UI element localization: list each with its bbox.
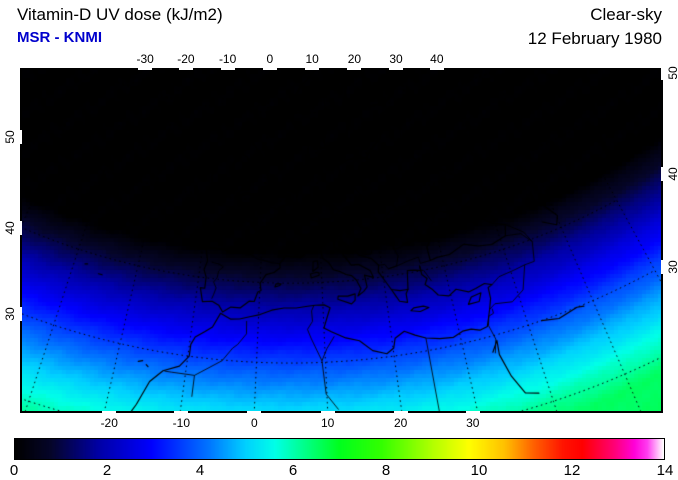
axis-label-left: 40: [3, 221, 17, 235]
axis-label-right: 50: [666, 66, 678, 80]
axis-tick-right: [661, 259, 663, 274]
axis-label-bottom: -20: [100, 416, 118, 430]
axis-tick-right: [661, 166, 663, 181]
colorbar: [14, 438, 665, 460]
uv-dose-heatmap: [22, 70, 661, 411]
axis-tick-top: [347, 68, 362, 70]
colorbar-tick-label: 12: [563, 462, 581, 479]
axis-tick-top: [305, 68, 320, 70]
axis-label-top: -20: [177, 52, 195, 66]
axis-label-top: 40: [430, 52, 444, 66]
axis-label-bottom: 0: [251, 416, 258, 430]
date-label: 12 February 1980: [527, 29, 662, 48]
colorbar-tick-label: 2: [102, 462, 112, 479]
axis-label-top: -30: [136, 52, 154, 66]
axis-tick-left: [20, 130, 22, 145]
axis-label-left: 30: [3, 307, 17, 321]
axis-label-bottom: 20: [393, 416, 408, 430]
colorbar-tick-label: 8: [381, 462, 391, 479]
axis-label-top: 30: [389, 52, 403, 66]
colorbar-tick-label: 6: [288, 462, 298, 479]
axis-label-top: 0: [266, 52, 274, 66]
condition-label: Clear-sky: [590, 5, 662, 24]
axis-tick-right: [661, 65, 663, 80]
colorbar-gradient: [15, 439, 664, 459]
axis-tick-bottom: [393, 411, 408, 413]
axis-tick-top: [178, 68, 193, 70]
axis-tick-bottom: [320, 411, 335, 413]
source-label: MSR - KNMI: [17, 29, 102, 46]
axis-label-right: 30: [666, 260, 678, 274]
colorbar-tick-label: 10: [470, 462, 488, 479]
axis-tick-top: [262, 68, 277, 70]
axis-tick-left: [20, 220, 22, 235]
axis-tick-top: [220, 68, 235, 70]
axis-label-left: 50: [3, 130, 17, 144]
axis-label-top: 20: [347, 52, 362, 66]
axis-tick-bottom: [247, 411, 262, 413]
axis-tick-top: [429, 68, 444, 70]
axis-tick-bottom: [174, 411, 189, 413]
axis-tick-bottom: [102, 411, 117, 413]
colorbar-tick-label: 14: [656, 462, 674, 479]
axis-label-bottom: 30: [466, 416, 480, 430]
colorbar-tick-label: 4: [195, 462, 205, 479]
axis-label-top: 10: [305, 52, 319, 66]
axis-label-top: -10: [218, 52, 237, 66]
axis-tick-top: [389, 68, 404, 70]
map-plot-area: [20, 68, 663, 413]
colorbar-tick-label: 0: [9, 462, 19, 479]
axis-tick-top: [138, 68, 153, 70]
axis-label-bottom: 10: [320, 416, 335, 430]
axis-tick-left: [20, 306, 22, 321]
axis-tick-bottom: [465, 411, 480, 413]
axis-label-bottom: -10: [172, 416, 190, 430]
page-title: Vitamin-D UV dose (kJ/m2): [17, 5, 223, 24]
axis-label-right: 40: [666, 166, 678, 181]
